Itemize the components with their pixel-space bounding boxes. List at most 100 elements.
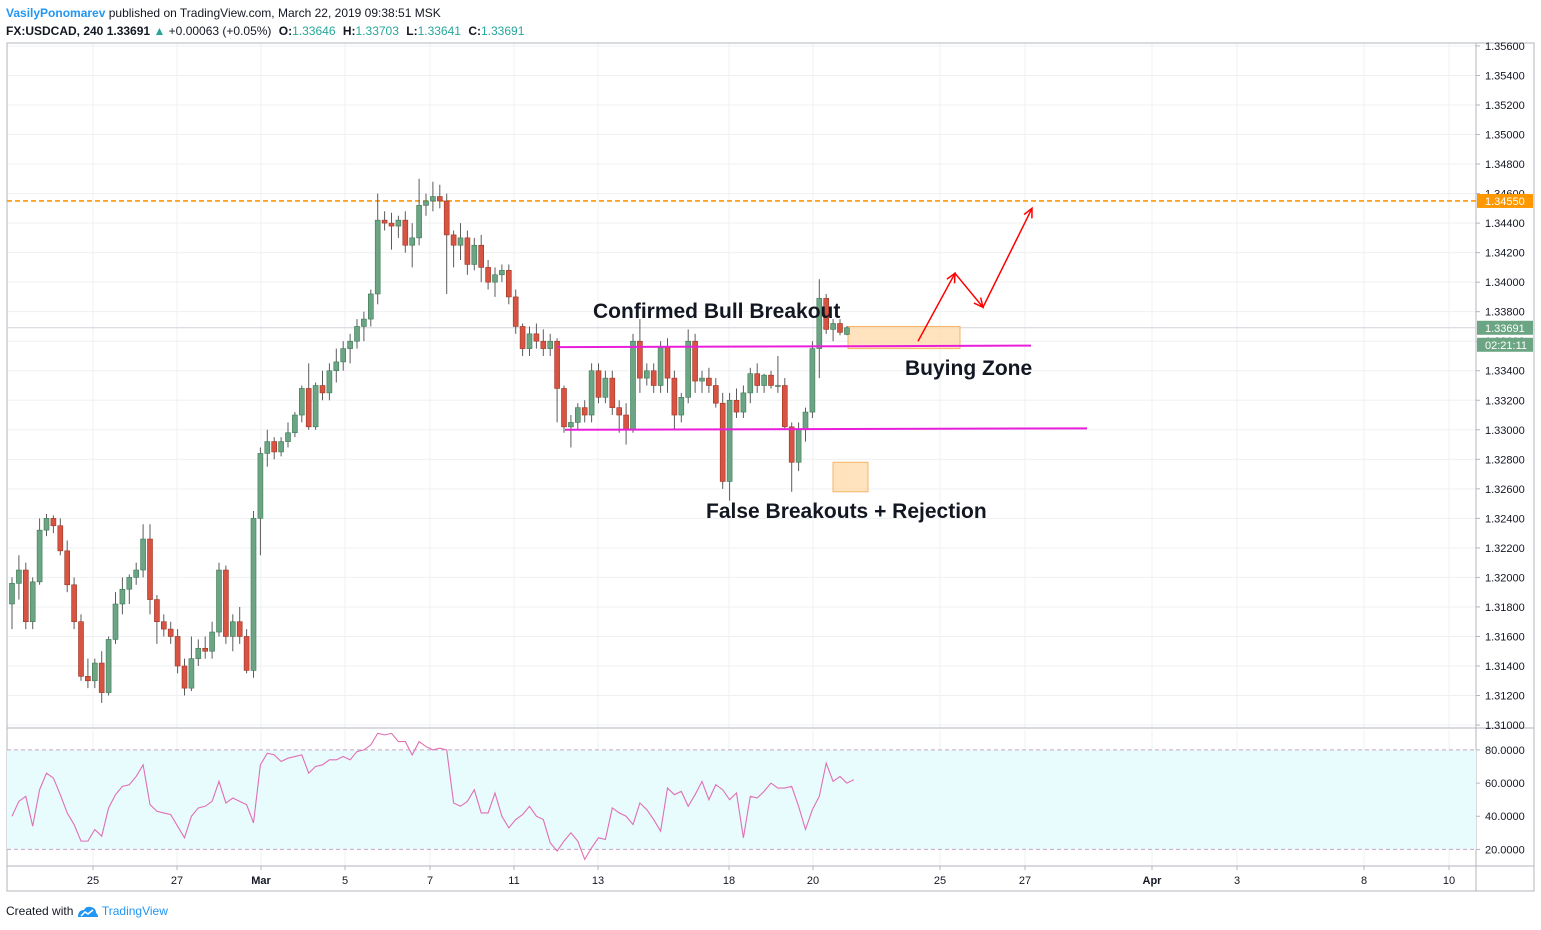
footer: Created with TradingView bbox=[6, 904, 168, 919]
buying-zone-box[interactable] bbox=[847, 325, 961, 350]
candle-body bbox=[278, 441, 284, 453]
candle-body bbox=[547, 340, 554, 349]
price-tick-label: 1.33800 bbox=[1485, 307, 1525, 319]
candle bbox=[450, 230, 457, 268]
candle-body bbox=[533, 333, 540, 342]
support-line-upper[interactable] bbox=[556, 344, 1032, 349]
candle-body bbox=[216, 569, 222, 633]
high-value: 1.33703 bbox=[355, 24, 399, 38]
candle-body bbox=[243, 636, 250, 671]
tradingview-brand[interactable]: TradingView bbox=[101, 904, 168, 918]
rsi-tick-label: 40.0000 bbox=[1485, 811, 1525, 823]
candle-body bbox=[623, 414, 629, 431]
candle bbox=[181, 658, 188, 696]
candle-body bbox=[71, 584, 77, 623]
publish-line: VasilyPonomarev published on TradingView… bbox=[6, 4, 524, 22]
candle bbox=[361, 311, 367, 342]
candle bbox=[485, 260, 491, 290]
candle-body bbox=[781, 385, 788, 428]
candle bbox=[754, 363, 761, 393]
candle bbox=[561, 385, 567, 433]
candle-body bbox=[802, 411, 809, 431]
support-line-lower[interactable] bbox=[564, 427, 1088, 431]
candle bbox=[685, 329, 692, 404]
candle bbox=[733, 388, 740, 418]
candle-body bbox=[595, 370, 602, 398]
candle-body bbox=[105, 639, 112, 693]
candle-body bbox=[112, 603, 119, 640]
low-value: 1.33641 bbox=[417, 24, 461, 38]
candle bbox=[574, 403, 581, 430]
candle-body bbox=[464, 237, 471, 265]
candle bbox=[119, 577, 126, 615]
arrow-head-icon bbox=[1023, 206, 1033, 219]
candle-body bbox=[788, 426, 795, 463]
candle bbox=[588, 363, 595, 423]
projection-path[interactable] bbox=[917, 208, 1033, 342]
candle bbox=[616, 400, 623, 433]
candle bbox=[443, 193, 450, 294]
candle-body bbox=[92, 662, 98, 682]
candle bbox=[333, 348, 340, 383]
last-price-label: 1.33691 bbox=[1485, 323, 1525, 335]
candle bbox=[78, 614, 84, 681]
candle bbox=[133, 562, 139, 585]
candle bbox=[367, 289, 374, 327]
candle bbox=[457, 223, 464, 261]
candle bbox=[126, 574, 133, 604]
candle bbox=[292, 412, 298, 438]
candle-body bbox=[499, 270, 505, 276]
candle-body bbox=[29, 581, 36, 623]
rejection-zone-box[interactable] bbox=[832, 461, 869, 493]
price-tick-label: 1.35400 bbox=[1485, 70, 1525, 82]
candle-body bbox=[250, 518, 257, 671]
candle bbox=[526, 326, 533, 356]
candle-body bbox=[209, 631, 215, 652]
candle-body bbox=[478, 244, 485, 268]
candle bbox=[22, 562, 29, 630]
candle bbox=[223, 565, 229, 644]
candle-body bbox=[361, 318, 367, 327]
candle-body bbox=[388, 222, 395, 227]
arrow-head-icon bbox=[973, 297, 985, 309]
candle bbox=[402, 211, 409, 253]
candle bbox=[423, 193, 429, 216]
candle bbox=[409, 223, 416, 268]
rsi-line[interactable] bbox=[11, 732, 855, 861]
candle bbox=[195, 639, 202, 666]
candle-body bbox=[78, 621, 84, 677]
candle-body bbox=[223, 569, 229, 637]
candle bbox=[788, 422, 795, 492]
candle-body bbox=[505, 270, 512, 298]
candle-body bbox=[264, 441, 271, 454]
candle-body bbox=[436, 196, 443, 202]
candle-body bbox=[298, 388, 305, 416]
candle-body bbox=[816, 298, 823, 349]
candle bbox=[478, 234, 485, 283]
candle bbox=[471, 237, 478, 271]
candle bbox=[692, 333, 698, 393]
candle-body bbox=[485, 267, 491, 283]
candle-body bbox=[637, 340, 643, 379]
open-label: O: bbox=[278, 24, 293, 38]
time-tick-label: 25 bbox=[87, 875, 99, 887]
candle bbox=[464, 230, 471, 275]
candle-body bbox=[423, 200, 429, 206]
candle bbox=[278, 437, 284, 457]
candle-body bbox=[140, 538, 146, 571]
price-tick-label: 1.33400 bbox=[1485, 366, 1525, 378]
chart-frame bbox=[6, 42, 1535, 892]
candle bbox=[643, 363, 650, 386]
candle bbox=[519, 323, 526, 356]
candle bbox=[761, 373, 767, 393]
candle-body bbox=[16, 569, 22, 584]
last-price: 1.33691 bbox=[106, 24, 151, 38]
candle bbox=[216, 562, 222, 637]
candle-body bbox=[809, 348, 816, 413]
candle bbox=[50, 515, 57, 534]
close-value: 1.33691 bbox=[480, 24, 525, 38]
author-link[interactable]: VasilyPonomarev bbox=[6, 6, 106, 20]
candle bbox=[712, 378, 719, 408]
candle-body bbox=[340, 348, 347, 363]
